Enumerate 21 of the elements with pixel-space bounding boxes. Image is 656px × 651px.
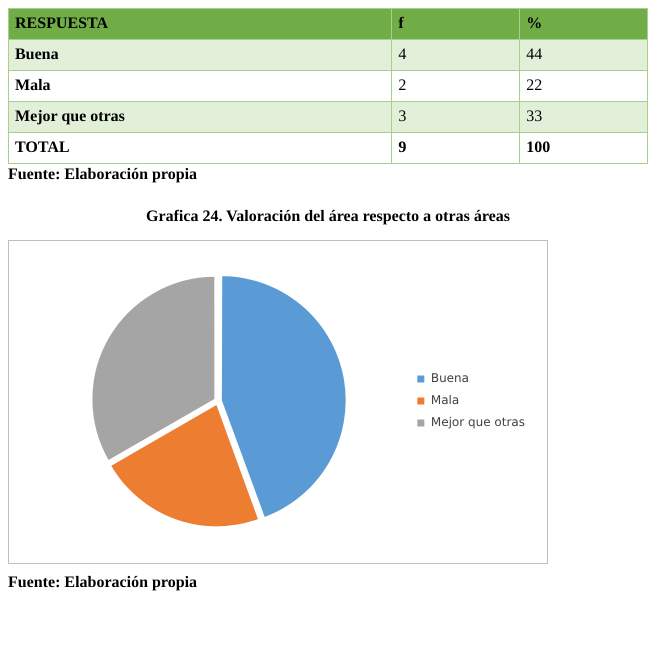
source-note: Fuente: Elaboración propia [8,574,198,592]
data-label: 44 [520,40,648,70]
series-label: % [520,8,648,40]
category-label: Mejor que otras [8,102,392,132]
legend-label: Mejor que otras [430,415,526,430]
data-label: 2 [392,70,520,102]
text: RESPUESTA [8,8,392,40]
data-label: 4 [392,40,520,70]
source-note: Fuente: Elaboración propia [8,166,198,184]
text: 100 [526,139,550,156]
data-label: 33 [520,102,648,132]
category-label: Mala [8,70,392,102]
category-label: Buena [8,40,392,70]
legend-label: Mala [430,393,460,408]
data-label: 22 [520,70,648,102]
chart-title: Grafica 24. Valoración del área respecto a otras áreas [145,208,511,226]
text: TOTAL [8,132,392,164]
data-label: 3 [392,102,520,132]
series-label: f [392,8,520,40]
text: 9 [398,139,406,156]
legend-label: Buena [430,371,470,386]
